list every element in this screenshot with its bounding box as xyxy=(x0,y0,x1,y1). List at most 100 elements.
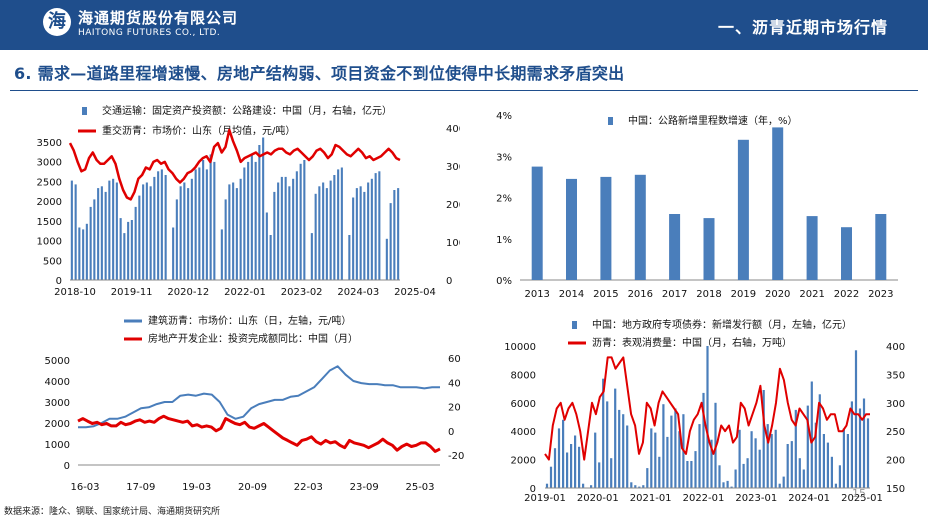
chart2-y-tick: 3% xyxy=(496,152,512,163)
chart4-bar xyxy=(646,468,649,488)
chart4-bar xyxy=(834,483,837,488)
chart4-bar xyxy=(549,466,553,488)
chart3-legend-realestate-label: 房地产开发企业：投资完成额同比：中国（月） xyxy=(148,332,358,345)
chart2-bar xyxy=(634,174,646,280)
chart1-bar xyxy=(303,160,306,280)
chart4-bar xyxy=(734,469,737,488)
chart4-bar xyxy=(866,418,870,488)
chart3-y-right-tick: -20 xyxy=(448,451,464,462)
data-source-note: 数据来源：隆众、钢联、国家统计局、海通期货研究所 xyxy=(4,507,221,517)
chart1-y-right-tick: 1000 xyxy=(446,238,460,249)
chart2-x-tick: 2015 xyxy=(593,289,618,300)
chart1-bar xyxy=(239,178,242,281)
chart4-bar xyxy=(722,482,725,488)
chart4-bar xyxy=(678,431,681,488)
chart4-x-tick: 2024-01 xyxy=(788,493,830,502)
chart1-bar xyxy=(329,180,332,280)
header-bar: 海 海通期货股份有限公司 HAITONG FUTURES CO., LTD. 一… xyxy=(0,0,928,50)
chart1-bar xyxy=(250,154,253,280)
chart2-legend-label: 中国：公路新增里程数增速（年，%） xyxy=(628,114,798,127)
chart1-bar xyxy=(254,161,257,280)
chart4-bar xyxy=(770,434,773,488)
chart4-bar xyxy=(738,429,741,488)
chart2-bar xyxy=(806,216,818,280)
page-title: 6. 需求—道路里程增速慢、房地产结构弱、项目资金不到位使得中长期需求矛盾突出 xyxy=(14,64,625,83)
chart1-bar xyxy=(213,161,216,280)
chart1-y-left-tick: 0 xyxy=(56,276,62,287)
chart1-price-line xyxy=(68,128,401,201)
chart4-bar xyxy=(774,429,777,488)
chart4-y-left-tick: 0 xyxy=(530,484,536,495)
chart1-bar xyxy=(337,169,340,280)
chart4-bar xyxy=(598,462,601,488)
chart2-y-tick: 1% xyxy=(496,235,512,246)
chart1-bar xyxy=(187,188,190,280)
chart1-x-tick: 2018-10 xyxy=(54,287,96,298)
chart4-y-left-tick: 8000 xyxy=(511,370,536,381)
chart4-bar xyxy=(766,424,769,488)
chart2-x-tick: 2019 xyxy=(731,289,756,300)
chart2-x-tick: 2023 xyxy=(868,289,893,300)
chart1-bar xyxy=(112,178,115,281)
chart4-y-right-tick: 300 xyxy=(886,399,905,410)
chart2-y-tick: 0% xyxy=(496,276,512,287)
chart4-bar xyxy=(594,432,597,488)
chart1-bar xyxy=(138,195,141,280)
chart3-y-right-tick: 0 xyxy=(448,427,454,438)
chart1-bar xyxy=(78,227,81,280)
chart3-y-left-tick: 0 xyxy=(64,461,70,472)
chart4-bar xyxy=(553,448,557,488)
chart4-y-right-tick: 250 xyxy=(886,427,905,438)
chart4-bar xyxy=(786,444,789,488)
chart-asphalt-price-vs-realestate: 建筑沥青：市场价：山东（日，左轴，元/吨） 房地产开发企业：投资完成额同比：中国（… xyxy=(45,314,465,493)
section-title: 一、沥青近期市场行情 xyxy=(717,18,888,37)
chart1-bar xyxy=(145,182,148,280)
chart1-bar xyxy=(228,184,231,280)
chart4-bar xyxy=(842,428,845,488)
chart2-bar xyxy=(841,227,852,280)
chart4-bar xyxy=(818,394,821,488)
chart2-bar xyxy=(669,214,681,280)
chart4-bar xyxy=(854,350,858,488)
chart1-legend-line-label: 重交沥青：市场价：山东（月均值，元/吨） xyxy=(102,124,295,137)
chart4-y-right-tick: 150 xyxy=(886,484,905,495)
chart1-bar xyxy=(325,188,328,280)
chart1-x-tick: 2025-04 xyxy=(394,287,436,298)
chart1-bar xyxy=(157,171,160,281)
chart2-bar xyxy=(600,176,612,280)
chart4-bar xyxy=(630,482,633,488)
chart4-bar xyxy=(730,486,733,488)
chart3-legend-asphalt-label: 建筑沥青：市场价：山东（日，左轴，元/吨） xyxy=(148,314,351,327)
chart1-bar xyxy=(348,235,351,280)
chart1-bar xyxy=(235,188,238,280)
chart4-y-left-tick: 6000 xyxy=(511,399,536,410)
chart1-bar xyxy=(288,186,291,281)
chart4-bar xyxy=(654,432,657,488)
chart1-bar xyxy=(359,186,362,281)
chart4-bar xyxy=(626,425,629,488)
chart4-bar xyxy=(674,408,677,488)
chart4-y-right-tick: 200 xyxy=(886,456,905,467)
chart1-bar xyxy=(389,203,392,280)
chart1-bar xyxy=(232,182,235,280)
chart4-bar xyxy=(614,388,617,488)
chart1-bar xyxy=(123,233,126,280)
chart1-bar xyxy=(209,154,212,280)
chart3-y-right-tick: 20 xyxy=(448,403,461,414)
chart4-bar xyxy=(794,409,797,488)
chart4-bar xyxy=(806,405,809,488)
chart1-bar xyxy=(284,176,287,280)
chart4-bar xyxy=(726,480,729,488)
chart1-bar xyxy=(310,233,313,280)
chart4-bar xyxy=(582,483,585,488)
chart2-bar xyxy=(531,166,543,280)
chart4-bar xyxy=(810,381,813,488)
chart4-bar xyxy=(710,439,713,488)
company-logo-icon: 海 xyxy=(43,8,71,36)
chart4-bar xyxy=(750,431,753,488)
chart1-bar xyxy=(277,182,280,280)
chart1-y-left-tick: 1500 xyxy=(37,217,62,228)
chart2-bar xyxy=(875,214,887,280)
chart1-bar xyxy=(280,176,283,280)
chart1-bar xyxy=(194,169,197,280)
